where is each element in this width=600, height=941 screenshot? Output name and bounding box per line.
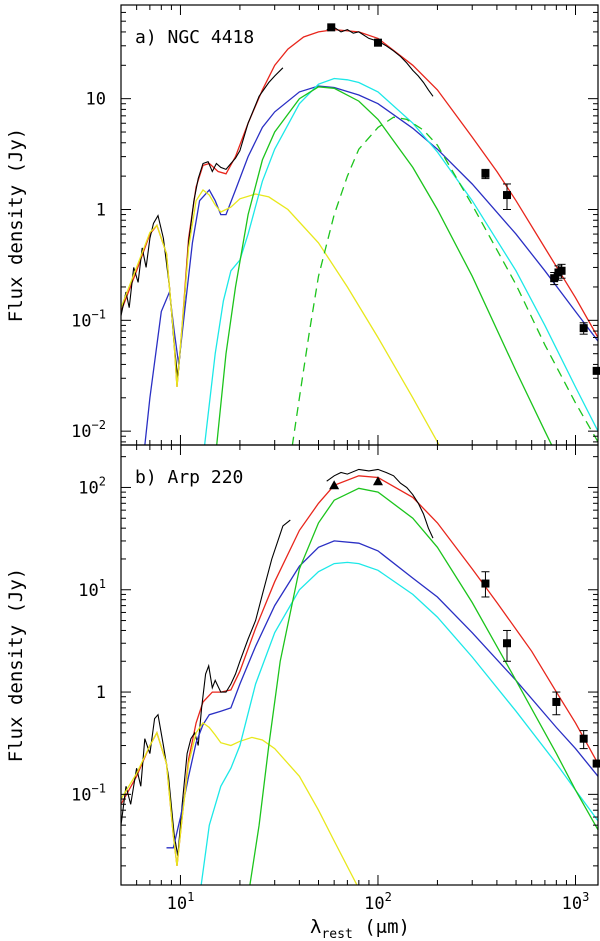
- panel-a-series-warm-component: [144, 85, 598, 445]
- panel-b-xtick-label-exp: 1: [187, 890, 194, 904]
- panel-b-data-point-square: [552, 697, 561, 706]
- panel-a-ytick-label-base: 10: [71, 311, 91, 331]
- panel-b-ytick-label: 102: [78, 474, 106, 498]
- panel-a-data-point-square: [579, 324, 588, 333]
- panel-b-xtick-label-exp: 3: [582, 890, 589, 904]
- panel-b-series-total-model: [121, 475, 598, 866]
- panel-b-ytick-label-base: 10: [78, 581, 98, 601]
- panel-a-series-hot-component: [121, 189, 440, 445]
- panel-b-ytick-label-exp: 1: [99, 577, 106, 591]
- x-axis-label-main: λ: [310, 916, 321, 938]
- panel-b-xtick-label: 103: [562, 890, 590, 914]
- panel-a-data-point-square: [592, 366, 600, 375]
- panel-a-data-point-square: [502, 191, 511, 200]
- panel-a-title: a) NGC 4418: [135, 27, 254, 48]
- panel-b-series-cool-component: [249, 487, 598, 885]
- panel-b-xtick-label: 102: [364, 890, 392, 914]
- panel-b-series-observed-spectrum: [121, 519, 291, 856]
- panel-b-markers: [329, 476, 600, 768]
- panel-a-data-point-square: [327, 23, 336, 32]
- panel-b-data-point-triangle: [329, 480, 340, 490]
- panel-b-frame: [120, 444, 599, 886]
- panel-b-ytick-label-exp: −1: [92, 781, 106, 795]
- panel-a-data-point-square: [373, 38, 382, 47]
- panel-b-title: b) Arp 220: [135, 467, 243, 488]
- x-axis-label-sub: rest: [321, 927, 352, 941]
- panel-b-ticks: [120, 445, 598, 885]
- panel-b-xtick-label-base: 10: [167, 894, 187, 914]
- panel-b-data-point-triangle: [372, 476, 383, 486]
- panel-a-ytick-label: 10−1: [71, 307, 106, 331]
- panel-b-ytick-label: 101: [78, 577, 106, 601]
- panel-b-series-warm-component: [166, 540, 598, 849]
- panel-a-data-point-square: [481, 169, 490, 178]
- panel-b-series-hot-component: [121, 721, 358, 885]
- panel-b-series-cyan-component: [200, 561, 598, 885]
- panel-a-ylabel: Flux density (Jy): [5, 128, 27, 322]
- panel-b-ytick-label-exp: 2: [99, 474, 106, 488]
- panel-b-ytick-label: 1: [96, 683, 106, 703]
- panel-b-ytick-label: 10−1: [71, 781, 106, 805]
- panel-b-xtick-label-base: 10: [364, 894, 384, 914]
- panel-a-ytick-label: 10: [86, 90, 106, 110]
- panel-b-ylabel: Flux density (Jy): [5, 568, 27, 762]
- x-axis-label: λrest (μm): [310, 916, 410, 941]
- panel-a-markers: [327, 23, 600, 375]
- panel-b-ytick-label-base: 1: [96, 683, 106, 703]
- panel-a-ytick-label: 1: [96, 200, 106, 220]
- panel-b-series-group: [121, 468, 598, 885]
- panel-a-data-point-square: [550, 274, 559, 283]
- panel-b-data-point-square: [481, 579, 490, 588]
- panel-a-ytick-label-base: 10: [71, 422, 91, 442]
- panel-a-data-point-square: [557, 266, 566, 275]
- panel-a-ytick-label-exp: −2: [92, 418, 106, 432]
- panel-a-ytick-label-base: 1: [96, 200, 106, 220]
- panel-a-ytick-label-exp: −1: [92, 307, 106, 321]
- panel-b-ytick-label-base: 10: [78, 478, 98, 498]
- panel-b-xtick-label-exp: 2: [385, 890, 392, 904]
- panel-b-xtick-label-base: 10: [562, 894, 582, 914]
- panel-a-ytick-label-base: 10: [86, 90, 106, 110]
- panel-a-series-cold-component: [291, 116, 598, 445]
- x-axis-label-unit: (μm): [353, 916, 410, 938]
- panel-b-data-point-square: [579, 734, 588, 743]
- panel-a-series-observed-spectrum-far-ir-: [326, 26, 434, 97]
- panel-a-ytick-label: 10−2: [71, 418, 106, 442]
- panel-b-xtick-label: 101: [167, 890, 195, 914]
- panel-b-data-point-square: [592, 759, 600, 768]
- panel-a-series-cool-component: [216, 86, 553, 445]
- panel-b-ytick-label-base: 10: [71, 785, 91, 805]
- panel-b-series-observed-spectrum-far-ir-: [326, 468, 434, 539]
- panel-a-series-observed-spectrum: [121, 67, 284, 379]
- panel-b-data-point-square: [502, 639, 511, 648]
- panel-a-series-group: [121, 26, 598, 445]
- panel-a-series-cyan-component: [203, 77, 598, 445]
